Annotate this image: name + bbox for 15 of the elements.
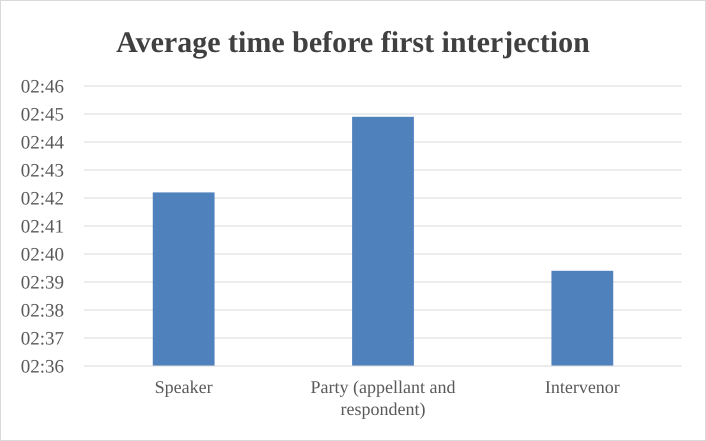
x-tick-label: Speaker bbox=[154, 377, 213, 397]
x-tick-label: Intervenor bbox=[544, 377, 620, 397]
y-tick-label: 02:37 bbox=[20, 328, 64, 350]
y-tick-label: 02:43 bbox=[20, 160, 64, 182]
y-tick-label: 02:45 bbox=[20, 104, 64, 126]
y-tick-label: 02:39 bbox=[20, 272, 64, 294]
y-tick-label: 02:44 bbox=[20, 132, 64, 154]
y-tick-label: 02:42 bbox=[20, 188, 64, 210]
y-tick-label: 02:46 bbox=[20, 76, 64, 98]
y-tick-label: 02:36 bbox=[20, 356, 64, 378]
y-tick-label: 02:41 bbox=[20, 216, 64, 238]
y-tick-label: 02:38 bbox=[20, 300, 64, 322]
y-tick-label: 02:40 bbox=[20, 244, 64, 266]
chart-title: Average time before first interjection bbox=[116, 26, 590, 59]
x-tick-label: Party (appellant and respondent) bbox=[310, 377, 456, 419]
